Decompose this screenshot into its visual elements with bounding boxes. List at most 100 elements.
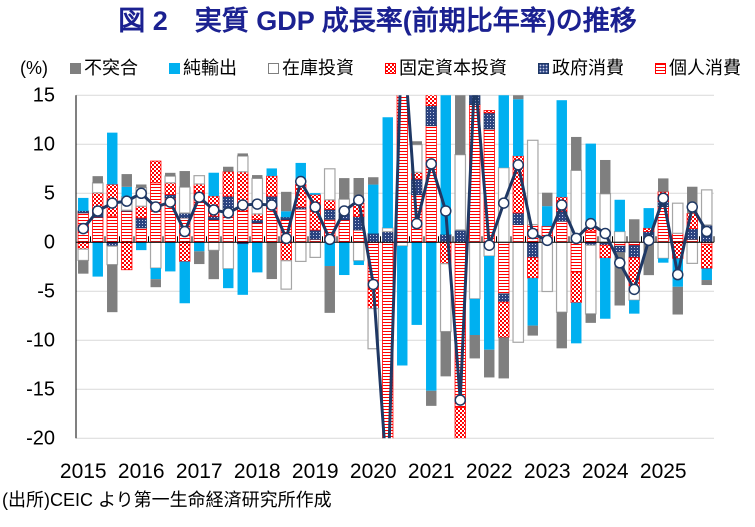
y-tick-label: 0 (44, 231, 55, 253)
bar-inventory-2021Q3 (454, 154, 467, 231)
bar-fixed-2021Q3 (454, 407, 466, 439)
y-tick-label: -15 (26, 378, 55, 400)
bar-fixed-2022Q1 (483, 110, 495, 114)
bar-disc-2016Q1 (136, 184, 147, 188)
bar-net-2022Q3 (513, 99, 524, 157)
bar-gov-2024Q2 (614, 245, 626, 253)
bar-personal-2016Q1 (135, 227, 147, 243)
bar-disc-2018Q1 (252, 175, 263, 179)
x-tick-label: 2019 (292, 460, 339, 483)
bar-inventory-2018Q3 (280, 260, 293, 290)
y-tick-label: -10 (26, 329, 55, 351)
gdp-marker-2025Q1 (657, 192, 669, 204)
gdp-marker-2017Q2 (208, 204, 220, 216)
bar-disc-2018Q2 (266, 242, 277, 280)
bar-personal-2018Q1 (251, 222, 263, 243)
bar-disc-2017Q2 (208, 250, 219, 280)
bar-fixed-2016Q4 (179, 241, 191, 262)
x-tick-label: 2015 (60, 460, 107, 483)
bar-net-2017Q1 (194, 242, 205, 252)
bar-gov-2020Q2 (382, 231, 394, 243)
bar-disc-2020Q4 (411, 141, 422, 145)
bar-inventory-2016Q4 (178, 186, 191, 214)
x-tick-label: 2017 (176, 460, 223, 483)
bar-inventory-2017Q4 (236, 155, 249, 173)
bar-inventory-2025Q2 (671, 202, 684, 234)
bar-net-2024Q1 (600, 257, 611, 319)
bar-disc-2021Q2 (440, 331, 451, 377)
gdp-marker-2020Q2 (383, 484, 393, 494)
bar-personal-2019Q3 (338, 219, 350, 243)
gdp-marker-2022Q3 (512, 159, 524, 171)
bar-disc-2023Q2 (556, 312, 567, 349)
bar-net-2020Q2 (382, 117, 393, 228)
bar-inventory-2021Q4 (468, 241, 481, 300)
bar-fixed-2022Q4 (527, 257, 539, 279)
bar-inventory-2022Q3 (512, 241, 525, 343)
bar-disc-2025Q3 (687, 186, 698, 214)
gdp-marker-2024Q4 (643, 234, 655, 247)
bar-disc-2021Q4 (469, 335, 480, 359)
gdp-marker-2015Q3 (106, 197, 118, 209)
bar-gov-2020Q1 (367, 233, 379, 243)
bar-net-2016Q1 (136, 242, 147, 251)
bar-disc-2016Q3 (165, 172, 176, 177)
gdp-marker-2024Q3 (628, 283, 640, 296)
bar-net-2021Q4 (469, 298, 480, 336)
bar-gov-2016Q4 (179, 212, 191, 219)
x-tick-label: 2021 (408, 460, 455, 483)
y-axis-labels: 15 10 5 0 -5 -10 -15 -20 (26, 84, 55, 449)
bar-net-2021Q2 (440, 95, 451, 235)
bar-fixed-2024Q1 (599, 244, 611, 259)
bar-net-2019Q3 (339, 242, 350, 276)
bar-inventory-2015Q1 (77, 248, 90, 262)
bar-disc-2025Q1 (658, 178, 669, 192)
bar-fixed-2025Q4 (701, 243, 713, 269)
x-tick-label: 2025 (640, 460, 687, 483)
bar-gov-2019Q2 (324, 208, 336, 220)
bar-personal-2015Q4 (121, 210, 133, 243)
bar-net-2023Q3 (571, 302, 582, 344)
legend-label-personal-consumption: 個人消費 (669, 58, 741, 78)
bar-disc-2021Q3 (455, 95, 466, 155)
bar-disc-2021Q1 (426, 390, 437, 406)
bar-disc-2018Q3 (281, 191, 292, 212)
gdp-marker-2025Q3 (686, 201, 698, 213)
gdp-marker-2022Q1 (483, 239, 495, 251)
legend-label-net-exports: 純輸出 (183, 58, 237, 78)
legend-swatch-inventory (268, 62, 279, 74)
gdp-marker-2021Q1 (425, 158, 437, 170)
bar-disc-2019Q3 (339, 178, 350, 200)
bar-net-2024Q2 (614, 199, 625, 232)
bar-net-2024Q3 (629, 300, 640, 314)
bar-disc-2020Q1 (368, 177, 379, 185)
bar-disc-2015Q1 (78, 260, 89, 274)
bar-inventory-2025Q3 (686, 241, 699, 264)
gdp-marker-2023Q3 (570, 232, 582, 245)
bar-inventory-2023Q4 (584, 244, 597, 315)
bar-fixed-2018Q3 (280, 241, 292, 262)
gdp-marker-2025Q4 (701, 225, 713, 238)
bar-net-2022Q4 (527, 278, 538, 326)
bar-personal-2019Q4 (353, 229, 365, 243)
bar-inventory-2016Q3 (164, 175, 177, 184)
bar-personal-2018Q4 (295, 208, 307, 243)
bar-inventory-2020Q1 (367, 307, 380, 350)
bar-net-2019Q4 (353, 260, 364, 266)
gdp-marker-2021Q2 (440, 205, 452, 217)
bar-inventory-2017Q2 (207, 241, 220, 251)
bar-personal-2023Q2 (556, 220, 568, 243)
x-tick-label: 2016 (118, 460, 165, 483)
legend-swatch-government-consumption (538, 62, 549, 74)
bar-fixed-2015Q1 (77, 241, 89, 250)
bar-fixed-2017Q1 (193, 183, 205, 193)
bar-disc-2023Q1 (542, 192, 553, 207)
bar-net-2017Q3 (223, 268, 234, 289)
gdp-marker-2016Q3 (164, 196, 176, 208)
bar-net-2022Q2 (498, 95, 509, 168)
bar-net-2023Q4 (585, 143, 596, 228)
bar-inventory-2017Q3 (222, 241, 235, 270)
bar-net-2024Q4 (643, 208, 654, 229)
bar-personal-2023Q4 (585, 230, 597, 243)
bar-personal-2017Q4 (237, 210, 249, 243)
